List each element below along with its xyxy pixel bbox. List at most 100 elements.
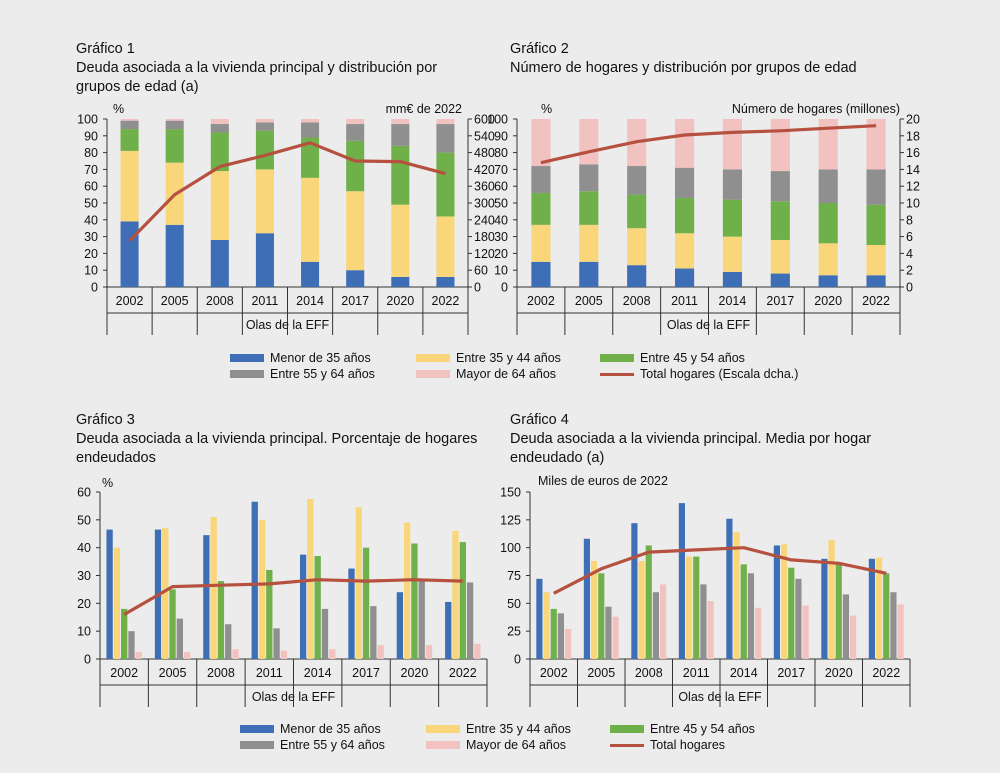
y2-tick-label-g1: 240 xyxy=(474,213,495,227)
bar-menor35-2011 xyxy=(678,503,685,659)
y-tick-label-g1: 30 xyxy=(84,230,98,244)
bar-e55_64-2008 xyxy=(652,592,660,659)
legend-label-e45-54: Entre 45 y 54 años xyxy=(640,351,745,365)
bar-e35_44-2011 xyxy=(674,233,695,269)
bar-e45_54-2017 xyxy=(346,140,365,192)
y2-unit-label-g1: mm€ de 2022 xyxy=(386,102,462,116)
legend2-swatch-e35-44 xyxy=(426,725,460,733)
bar-e55_64-2002 xyxy=(557,613,565,659)
bar-menor35-2014 xyxy=(722,271,743,287)
bar-e45_54-2005 xyxy=(579,191,599,225)
y-tick-label-g1: 90 xyxy=(84,129,98,143)
bar-mayor64-2002 xyxy=(135,652,142,659)
bar-e55_64-2022 xyxy=(890,592,897,659)
legend2-label-total: Total hogares xyxy=(650,738,726,752)
x-tick-label-g1: 2005 xyxy=(161,294,189,308)
bar-e55_64-2017 xyxy=(770,171,790,202)
bar-menor35-2008 xyxy=(210,239,229,287)
bar-e35_44-2005 xyxy=(579,224,599,262)
bar-menor35-2017 xyxy=(770,273,790,287)
y-tick-label-g3: 60 xyxy=(77,486,91,500)
bar-e55_64-2008 xyxy=(225,624,232,659)
bar-e35_44-2011 xyxy=(258,519,266,659)
legend2-label-mayor64: Mayor de 64 años xyxy=(466,738,567,752)
bar-mayor64-2011 xyxy=(674,119,695,168)
y-tick-label-g4: 125 xyxy=(500,513,521,527)
bar-e45_54-2005 xyxy=(598,573,605,659)
bar-e55_64-2002 xyxy=(128,631,135,659)
bar-menor35-2020 xyxy=(818,275,838,287)
legend-label-e35-44: Entre 35 y 44 años xyxy=(456,351,561,365)
legend-item-e45-54: Entre 45 y 54 años xyxy=(600,351,745,365)
x-tick-label-g4: 2002 xyxy=(540,666,568,680)
bar-e55_64-2020 xyxy=(842,594,850,659)
bar-e35_44-2011 xyxy=(685,556,693,659)
bar-e55_64-2014 xyxy=(722,169,743,200)
legend2-label-e45-54: Entre 45 y 54 años xyxy=(650,722,755,736)
y2-tick-label-g2: 4 xyxy=(906,247,913,261)
bar-e55_64-2011 xyxy=(700,584,707,659)
bar-e45_54-2005 xyxy=(169,589,176,659)
bar-e35_44-2017 xyxy=(346,191,365,271)
chart-2-title: Número de hogares y distribución por gru… xyxy=(510,60,857,76)
bar-e45_54-2005 xyxy=(165,129,184,163)
y-tick-label-g1: 80 xyxy=(84,146,98,160)
bar-mayor64-2017 xyxy=(770,119,790,172)
x-tick-label-g4: 2022 xyxy=(872,666,900,680)
x-tick-label-g1: 2014 xyxy=(296,294,324,308)
bar-e45_54-2017 xyxy=(788,567,795,659)
legend2-swatch-menor35 xyxy=(240,725,274,733)
bar-mayor64-2008 xyxy=(210,119,229,125)
y-unit-label-g1: % xyxy=(113,102,124,116)
x-tick-label-g3: 2005 xyxy=(159,666,187,680)
bar-menor35-2017 xyxy=(346,270,365,287)
y-tick-label-g3: 50 xyxy=(77,513,91,527)
x-axis-title-g2: Olas de la EFF xyxy=(667,318,751,332)
bar-e45_54-2014 xyxy=(301,137,320,178)
bar-menor35-2017 xyxy=(773,545,780,659)
bar-e45_54-2011 xyxy=(693,556,700,659)
x-tick-label-g2: 2017 xyxy=(766,294,794,308)
y-tick-label-g4: 75 xyxy=(507,569,521,583)
x-tick-label-g1: 2002 xyxy=(116,294,144,308)
y-unit-label-g3: % xyxy=(102,476,113,490)
y-tick-label-g1: 50 xyxy=(84,197,98,211)
bar-e35_44-2020 xyxy=(828,539,835,659)
y-tick-label-g3: 0 xyxy=(84,653,91,667)
bar-menor35-2011 xyxy=(674,268,695,287)
x-tick-label-g4: 2005 xyxy=(587,666,615,680)
bar-mayor64-2017 xyxy=(802,605,809,659)
bar-e35_44-2020 xyxy=(404,522,411,659)
y-tick-label-g4: 0 xyxy=(514,653,521,667)
y2-tick-label-g2: 0 xyxy=(906,281,913,295)
x-tick-label-g3: 2022 xyxy=(449,666,477,680)
total-line-g4 xyxy=(553,546,887,595)
bar-e55_64-2022 xyxy=(436,124,455,153)
bar-e55_64-2005 xyxy=(579,164,599,192)
y-tick-label-g4: 25 xyxy=(507,625,521,639)
bar-e45_54-2020 xyxy=(835,564,842,659)
y-tick-label-g2: 100 xyxy=(487,113,508,127)
bar-e35_44-2014 xyxy=(733,532,740,659)
bar-mayor64-2020 xyxy=(425,645,433,659)
bar-e55_64-2005 xyxy=(605,606,612,659)
bar-menor35-2008 xyxy=(203,535,210,659)
x-tick-label-g1: 2008 xyxy=(206,294,234,308)
bar-mayor64-2002 xyxy=(565,628,572,659)
legend-item-menor35: Menor de 35 años xyxy=(230,351,371,365)
x-axis-title-g3: Olas de la EFF xyxy=(252,690,336,704)
bar-e35_44-2022 xyxy=(875,557,883,659)
x-tick-label-g4: 2011 xyxy=(683,666,710,680)
y-tick-label-g3: 40 xyxy=(77,541,91,555)
bar-menor35-2017 xyxy=(348,568,355,659)
y2-tick-label-g2: 12 xyxy=(906,180,920,194)
bar-menor35-2005 xyxy=(165,224,184,287)
y2-tick-label-g2: 14 xyxy=(906,163,920,177)
y-tick-label-g1: 10 xyxy=(84,264,98,278)
chart-1-number: Gráfico 1 xyxy=(76,41,135,57)
bar-menor35-2005 xyxy=(579,261,599,287)
y2-tick-label-g1: 420 xyxy=(474,163,495,177)
bar-mayor64-2022 xyxy=(897,604,904,659)
y2-tick-label-g1: 180 xyxy=(474,230,495,244)
